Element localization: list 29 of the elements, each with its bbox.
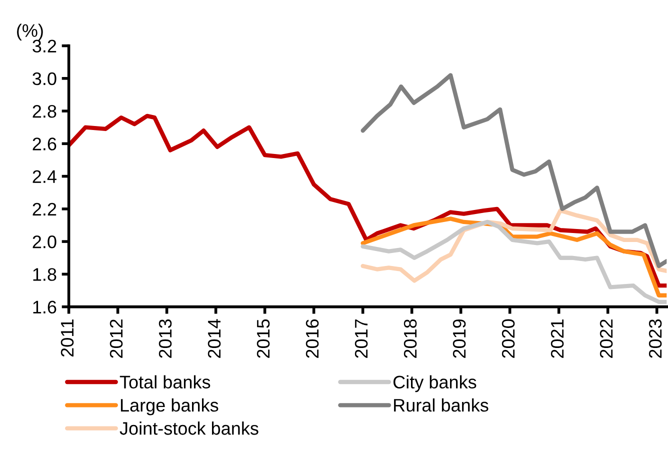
y-tick-label: 3.2 (32, 40, 56, 53)
legend-label: Rural banks (394, 398, 488, 412)
x-tick-label: 2013 (158, 319, 172, 358)
legend-label: Joint-stock banks (120, 422, 258, 435)
y-tick-label: 2.8 (32, 104, 56, 118)
y-tick-label: 2.2 (32, 202, 56, 216)
x-tick-label: 2012 (110, 320, 123, 358)
x-tick-label: 2016 (306, 319, 319, 358)
x-tick-label: 2021 (550, 319, 564, 358)
x-tick-label: 2014 (208, 319, 221, 358)
y-axis-title: (%) (17, 24, 43, 41)
x-tick-label: 2017 (354, 320, 368, 358)
y-tick-label: 3.0 (32, 72, 56, 86)
x-tick-label: 2018 (404, 319, 417, 358)
y-tick-label: 2.4 (32, 170, 56, 183)
x-tick-label: 2020 (502, 319, 515, 358)
legend-label: Large banks (120, 398, 218, 416)
x-tick-label: 2023 (648, 319, 662, 358)
y-tick-label: 2.6 (32, 138, 56, 150)
legend-label: Total banks (120, 375, 210, 389)
y-tick-label: 1.6 (33, 300, 56, 314)
legend-label: City banks (393, 375, 476, 392)
x-tick-label: 2022 (600, 320, 613, 358)
x-tick-label: 2019 (452, 319, 466, 358)
line-series (360, 73, 667, 268)
y-tick-label: 1.8 (33, 268, 56, 281)
x-tick-label: 2011 (60, 319, 74, 357)
x-tick-label: 2015 (256, 319, 270, 358)
y-tick-label: 2.0 (32, 235, 56, 248)
